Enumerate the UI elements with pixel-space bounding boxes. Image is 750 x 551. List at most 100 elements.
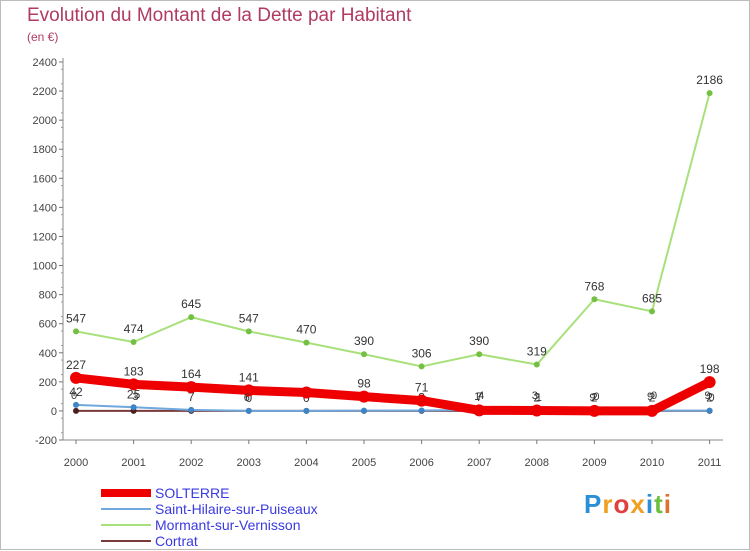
y-tick-label: 1800 bbox=[33, 144, 57, 156]
data-point-mormant-sur-vernisson bbox=[591, 296, 598, 303]
legend-swatch-cortrat bbox=[101, 540, 151, 542]
y-tick-label: 2400 bbox=[33, 57, 57, 69]
data-label-solterre: 227 bbox=[66, 358, 86, 372]
legend-swatch-mormant bbox=[101, 524, 151, 526]
logo-letter: r bbox=[602, 489, 614, 519]
data-point-mormant-sur-vernisson bbox=[303, 339, 310, 346]
data-point-saint-hilaire-sur-puiseaux bbox=[706, 407, 713, 414]
data-label-solterre: 164 bbox=[181, 367, 201, 381]
data-label-overlap: 1 bbox=[536, 392, 542, 404]
data-label-overlap: 3 bbox=[532, 390, 538, 402]
x-tick-label: 2000 bbox=[64, 457, 88, 469]
y-tick-label: 800 bbox=[39, 290, 57, 302]
logo-letter: i bbox=[645, 489, 655, 519]
x-tick-label: 2005 bbox=[352, 457, 376, 469]
x-tick-label: 2006 bbox=[409, 457, 433, 469]
data-label-overlap: 0 bbox=[709, 392, 715, 404]
legend-swatch-saint-hilaire bbox=[101, 508, 151, 510]
data-label-mormant-sur-vernisson: 319 bbox=[527, 345, 547, 359]
data-label-overlap: 4 bbox=[478, 390, 484, 402]
legend-label-solterre: SOLTERRE bbox=[155, 485, 230, 501]
y-tick-label: 400 bbox=[39, 348, 57, 360]
data-point-solterre bbox=[703, 376, 716, 389]
data-point-solterre bbox=[530, 404, 543, 417]
data-label-solterre: 183 bbox=[124, 364, 144, 378]
data-point-solterre bbox=[646, 404, 658, 417]
data-point-cortrat bbox=[73, 407, 79, 414]
y-tick-label: 0 bbox=[51, 406, 57, 418]
data-label-mormant-sur-vernisson: 390 bbox=[469, 334, 489, 348]
data-label-overlap: 0 bbox=[593, 391, 599, 403]
data-label-mormant-sur-vernisson: 2186 bbox=[696, 73, 723, 87]
data-point-solterre bbox=[588, 404, 601, 417]
data-point-mormant-sur-vernisson bbox=[188, 314, 195, 321]
legend-label-saint-hilaire: Saint-Hilaire-sur-Puiseaux bbox=[155, 501, 318, 517]
chart-unit-label: (en €) bbox=[27, 30, 59, 44]
legend-swatch-solterre bbox=[101, 489, 151, 497]
data-point-mormant-sur-vernisson bbox=[418, 363, 425, 370]
data-point-mormant-sur-vernisson bbox=[533, 361, 540, 368]
data-point-mormant-sur-vernisson bbox=[73, 328, 79, 335]
data-label-overlap: 3 bbox=[133, 391, 139, 403]
data-label-overlap: 9 bbox=[705, 390, 711, 402]
data-point-mormant-sur-vernisson bbox=[649, 308, 655, 315]
y-tick-label: 2200 bbox=[33, 86, 57, 98]
data-point-saint-hilaire-sur-puiseaux bbox=[418, 407, 425, 414]
data-label-solterre: 198 bbox=[700, 362, 720, 376]
data-label-saint-hilaire-sur-puiseaux: 25 bbox=[127, 387, 141, 401]
series-line-mormant-sur-vernisson bbox=[75, 92, 711, 368]
data-label-mormant-sur-vernisson: 470 bbox=[296, 323, 316, 337]
data-label-mormant-sur-vernisson: 768 bbox=[584, 279, 604, 293]
data-point-saint-hilaire-sur-puiseaux bbox=[130, 404, 137, 411]
data-label-solterre: 98 bbox=[357, 377, 371, 391]
data-label-overlap: 9 bbox=[589, 392, 595, 404]
data-label-saint-hilaire-sur-puiseaux: 7 bbox=[188, 390, 195, 404]
x-tick-label: 2007 bbox=[467, 457, 491, 469]
data-label-mormant-sur-vernisson: 390 bbox=[354, 334, 374, 348]
legend-label-cortrat: Cortrat bbox=[155, 533, 198, 549]
data-label-overlap: 1 bbox=[474, 391, 480, 403]
y-tick-label: 600 bbox=[39, 319, 57, 331]
data-label-saint-hilaire-sur-puiseaux: 42 bbox=[69, 385, 83, 399]
data-label-saint-hilaire-sur-puiseaux: 2 bbox=[649, 391, 656, 405]
y-tick-label: 2000 bbox=[33, 115, 57, 127]
y-tick-label: 1400 bbox=[33, 202, 57, 214]
data-label-overlap: 9 bbox=[647, 391, 653, 403]
data-label-saint-hilaire-sur-puiseaux: 2 bbox=[591, 391, 598, 405]
x-tick-label: 2002 bbox=[179, 457, 203, 469]
data-label-saint-hilaire-sur-puiseaux: 2 bbox=[706, 391, 713, 405]
data-label-overlap: 0 bbox=[651, 390, 657, 402]
data-point-solterre bbox=[242, 384, 255, 397]
logo-letter: i bbox=[663, 489, 672, 519]
data-point-solterre bbox=[358, 390, 370, 403]
logo-letter: o bbox=[613, 489, 631, 519]
data-point-mormant-sur-vernisson bbox=[476, 351, 483, 358]
legend-label-mormant: Mormant-sur-Vernisson bbox=[155, 517, 301, 533]
data-label-saint-hilaire-sur-puiseaux: 2 bbox=[533, 391, 540, 405]
data-label-mormant-sur-vernisson: 547 bbox=[239, 311, 259, 325]
data-label-mormant-sur-vernisson: 685 bbox=[642, 291, 662, 305]
data-point-solterre bbox=[185, 381, 198, 394]
x-tick-label: 2010 bbox=[640, 457, 664, 469]
data-point-mormant-sur-vernisson bbox=[130, 339, 137, 346]
y-tick-label: -200 bbox=[35, 435, 57, 447]
data-point-mormant-sur-vernisson bbox=[706, 90, 713, 97]
data-label-overlap: 0 bbox=[71, 390, 77, 402]
x-tick-label: 2011 bbox=[698, 457, 722, 469]
data-label-solterre: 141 bbox=[239, 370, 259, 384]
y-tick-label: 1600 bbox=[33, 173, 57, 185]
data-point-saint-hilaire-sur-puiseaux bbox=[188, 406, 195, 413]
data-label-saint-hilaire-sur-puiseaux: 7 bbox=[476, 390, 483, 404]
data-label-mormant-sur-vernisson: 547 bbox=[66, 311, 86, 325]
series-line-solterre bbox=[71, 373, 715, 416]
x-tick-label: 2004 bbox=[294, 457, 318, 469]
data-point-saint-hilaire-sur-puiseaux bbox=[303, 407, 310, 414]
y-tick-label: 1200 bbox=[33, 231, 57, 243]
data-point-mormant-sur-vernisson bbox=[245, 328, 252, 335]
data-label-mormant-sur-vernisson: 474 bbox=[124, 322, 144, 336]
data-point-saint-hilaire-sur-puiseaux bbox=[73, 401, 79, 408]
data-point-saint-hilaire-sur-puiseaux bbox=[361, 407, 367, 414]
data-label-mormant-sur-vernisson: 645 bbox=[181, 297, 201, 311]
